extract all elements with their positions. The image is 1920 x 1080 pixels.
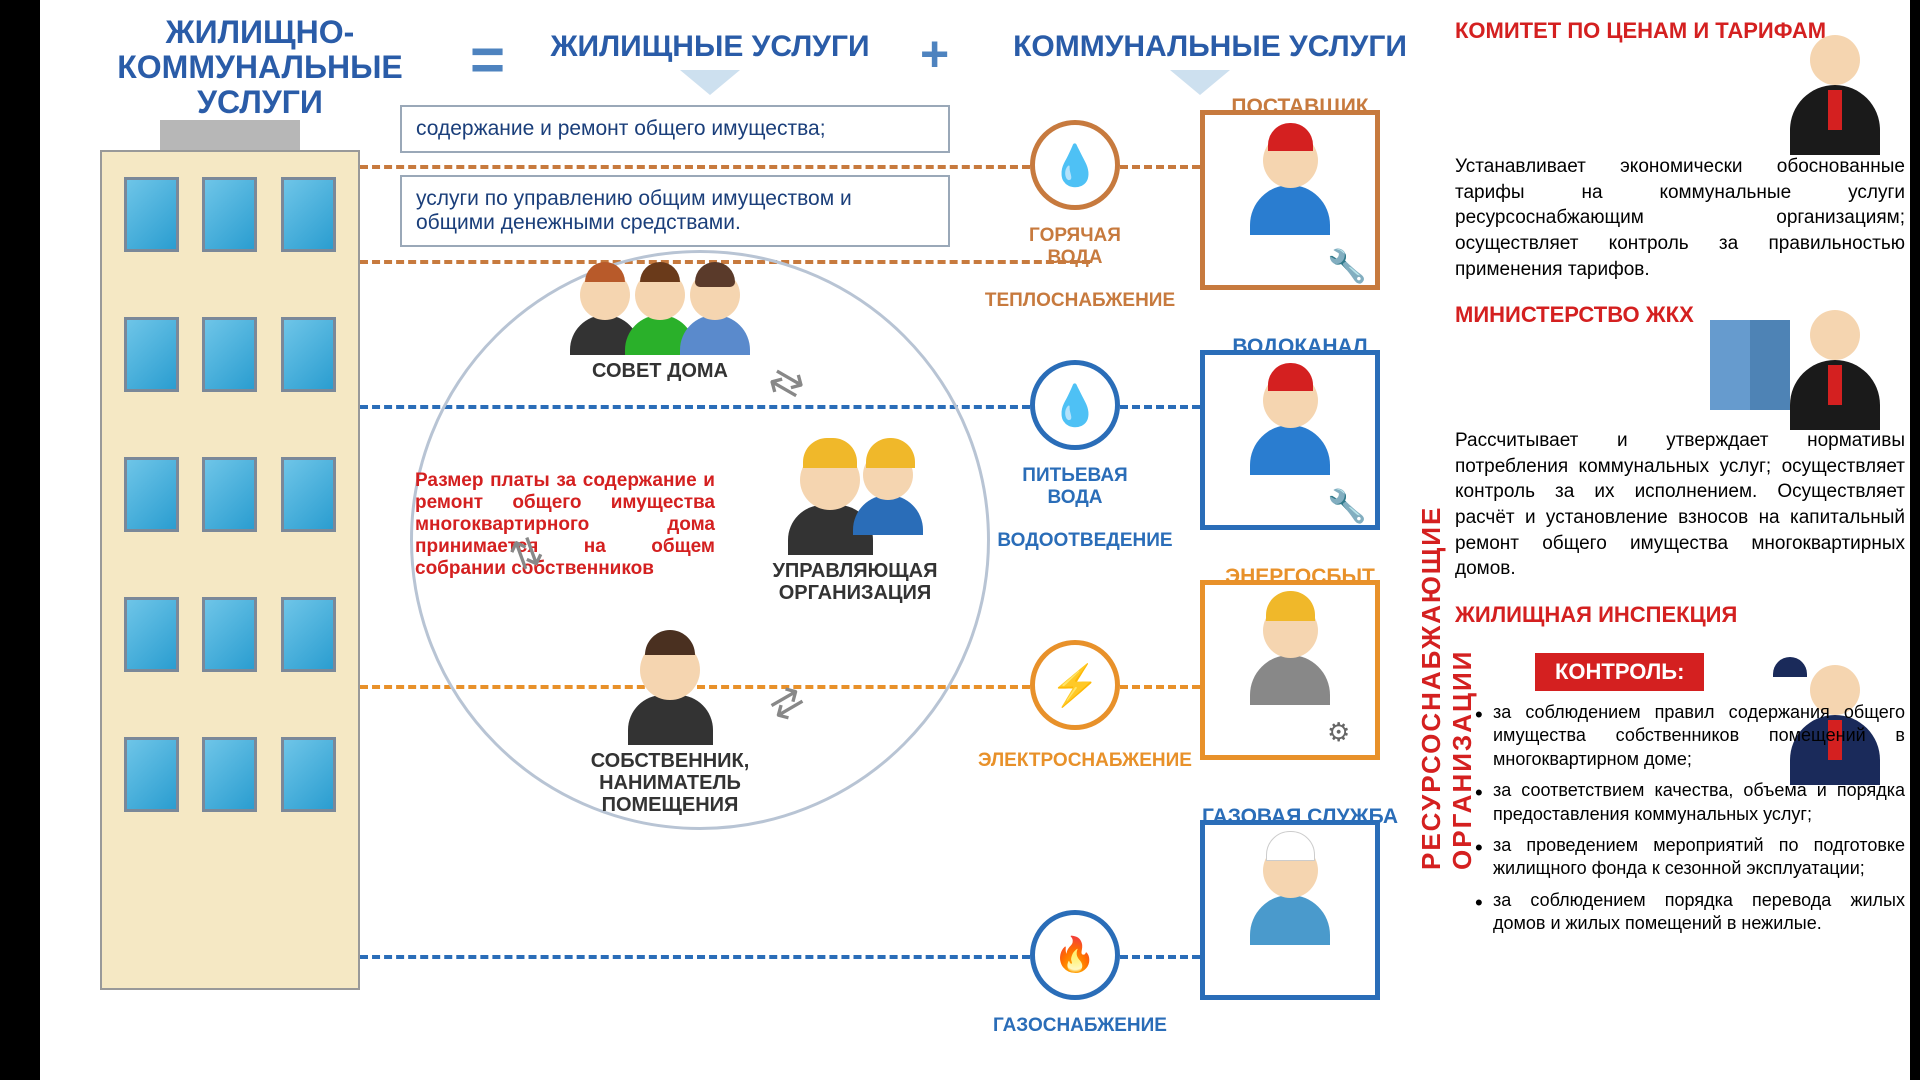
gas-icon: 🔥 <box>1030 910 1120 1000</box>
elec-icon: ⚡ <box>1030 640 1120 730</box>
gas-l1: ГАЗОСНАБЖЕНИЕ <box>990 1015 1170 1037</box>
water-l1: ПИТЬЕВАЯ ВОДА <box>995 465 1155 509</box>
side-panel: КОМИТЕТ ПО ЦЕНАМ И ТАРИФАМ Устанавливает… <box>1440 0 1920 1080</box>
svc-box-2: услуги по управлению общим имуществом и … <box>400 175 950 247</box>
heat-l2: ТЕПЛОСНАБЖЕНИЕ <box>980 290 1180 312</box>
control-badge: КОНТРОЛЬ: <box>1535 653 1704 691</box>
gas-supplier <box>1200 820 1380 1000</box>
title-utility: КОММУНАЛЬНЫЕ УСЛУГИ <box>990 30 1430 64</box>
control-list: за соблюдением правил содержания общего … <box>1455 701 1905 936</box>
title-main: ЖИЛИЩНО-КОММУНАЛЬНЫЕ УСЛУГИ <box>70 15 450 121</box>
water-l2: ВОДООТВЕДЕНИЕ <box>990 530 1180 552</box>
diagram-canvas: ЖИЛИЩНО-КОММУНАЛЬНЫЕ УСЛУГИ = ЖИЛИЩНЫЕ У… <box>40 0 1440 1080</box>
side-p2: Рассчитывает и утверждает нормативы потр… <box>1455 428 1905 582</box>
control-item: за соответствием качества, объема и поря… <box>1475 779 1905 826</box>
building-icon <box>100 150 360 990</box>
sovet-label: СОВЕТ ДОМА <box>560 360 760 382</box>
heat-l1: ГОРЯЧАЯ ВОДА <box>1000 225 1150 269</box>
red-note: Размер платы за содержание и ремонт обще… <box>415 470 715 580</box>
side-h3: ЖИЛИЩНАЯ ИНСПЕКЦИЯ <box>1455 602 1905 628</box>
dash-line <box>360 955 1030 959</box>
control-item: за проведением мероприятий по подготовке… <box>1475 834 1905 881</box>
side-p1: Устанавливает экономически обоснованные … <box>1455 154 1905 282</box>
official-2-icon <box>1765 310 1905 430</box>
dash-line <box>1120 685 1200 689</box>
dash-line <box>1120 165 1200 169</box>
water-icon: 💧 <box>1030 360 1120 450</box>
sobstvennik: СОБСТВЕННИК, НАНИМАТЕЛЬ ПОМЕЩЕНИЯ <box>530 640 810 816</box>
plus-sign: + <box>920 25 949 83</box>
equals-sign: = <box>470 25 505 94</box>
official-1-icon <box>1765 35 1905 155</box>
dash-line <box>1120 955 1200 959</box>
uprav-org: УПРАВЛЯЮЩАЯ ОРГАНИЗАЦИЯ <box>740 450 970 604</box>
heat-supplier: 🔧 <box>1200 110 1380 290</box>
uprav-label: УПРАВЛЯЮЩАЯ ОРГАНИЗАЦИЯ <box>740 560 970 604</box>
elec-supplier: ⚙ <box>1200 580 1380 760</box>
heat-icon: 💧 <box>1030 120 1120 210</box>
control-item: за соблюдением правил содержания общего … <box>1475 701 1905 771</box>
dash-line <box>360 165 1030 169</box>
title-housing: ЖИЛИЩНЫЕ УСЛУГИ <box>540 30 880 64</box>
dash-line <box>1120 405 1200 409</box>
svc-box-1: содержание и ремонт общего имущества; <box>400 105 950 153</box>
sovet-doma: СОВЕТ ДОМА <box>560 270 760 382</box>
control-item: за соблюдением порядка перевода жилых до… <box>1475 889 1905 936</box>
sobst-label: СОБСТВЕННИК, НАНИМАТЕЛЬ ПОМЕЩЕНИЯ <box>530 750 810 816</box>
left-bar <box>0 0 40 1080</box>
arrow-down-icon <box>680 70 740 95</box>
arrow-down-icon <box>1170 70 1230 95</box>
elec-l1: ЭЛЕКТРОСНАБЖЕНИЕ <box>975 750 1195 772</box>
water-supplier: 🔧 <box>1200 350 1380 530</box>
